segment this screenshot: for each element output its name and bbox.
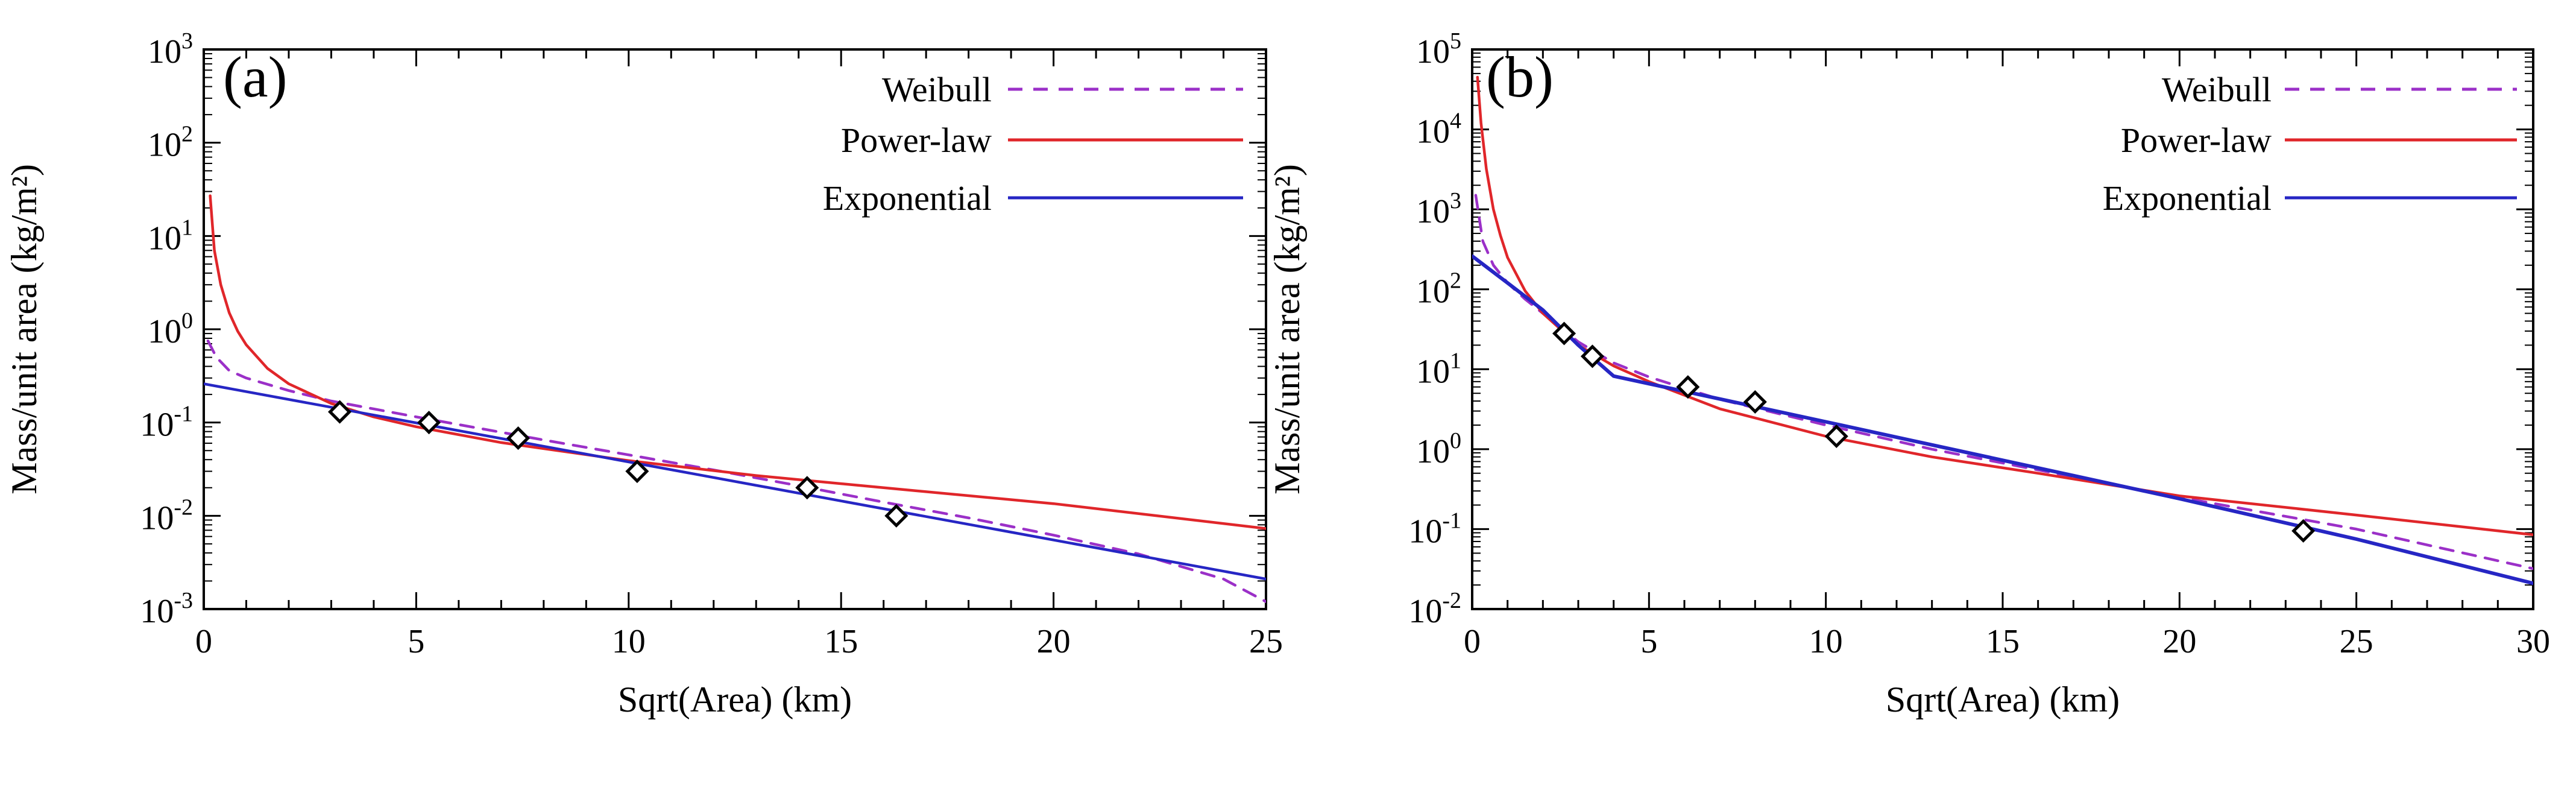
y-tick-exponent: 3 [181,28,193,54]
y-tick-base: 10 [140,593,174,630]
y-tick-label: 10-2 [140,494,193,537]
legend-label-powerlaw: Power-law [2121,121,2272,160]
y-tick-label: 105 [1416,28,1461,71]
y-tick-base: 10 [1416,433,1450,470]
y-tick-base: 10 [140,499,174,537]
y-tick-label: 10-1 [140,402,193,444]
legend-label-exponential: Exponential [2103,178,2272,218]
y-tick-exponent: 2 [1450,268,1461,294]
observation-point [417,411,441,435]
y-tick-label: 10-2 [1408,588,1461,630]
series-line-weibull [206,340,1266,604]
chart-panel-b: 0 5 10 15 20 25 3010-210-1100101102103104105Sq… [1267,28,2550,719]
x-tick-label: 10 [1809,623,1843,660]
y-tick-exponent: -2 [174,494,193,520]
y-tick-base: 10 [1416,113,1450,151]
y-tick-label: 103 [148,28,193,71]
y-tick-exponent: 5 [1450,28,1461,54]
legend-label-powerlaw: Power-law [841,121,992,160]
observation-point [2291,519,2316,543]
y-tick-base: 10 [148,220,181,257]
legend: Weibull Power-law Exponential [823,70,1243,218]
series-group [204,194,1266,604]
observation-point [625,460,649,484]
y-tick-exponent: 1 [181,215,193,240]
chart-panel-a: 0 5 10 15 20 2510-310-210-1100101102103Sqrt(A… [4,28,1283,719]
observation-point [1552,321,1576,346]
y-tick-exponent: -1 [174,402,193,427]
x-axis-label: Sqrt(Area) (km) [1886,680,2120,719]
y-tick-base: 10 [148,127,181,164]
y-tick-base: 10 [1408,593,1442,630]
x-tick-label: 20 [2162,623,2196,660]
y-tick-label: 100 [1416,428,1461,470]
y-tick-label: 101 [148,215,193,257]
panel-label: (b) [1486,45,1554,109]
plot-frame [1471,48,2534,610]
x-tick-label: 15 [824,623,858,660]
y-tick-base: 10 [1416,273,1450,311]
x-tick-label: 0 [195,623,212,660]
y-tick-base: 10 [1416,193,1450,230]
y-tick-exponent: -2 [1442,588,1461,613]
observation-point [506,426,531,450]
observation-point [795,476,819,500]
y-tick-label: 10-1 [1408,508,1461,550]
series-line-exponential [204,382,1266,581]
plot-frame [203,48,1267,610]
x-tick-label: 25 [1249,623,1283,660]
x-tick-label: 5 [408,623,424,660]
y-axis-label: Mass/unit area (kg/m²) [4,164,44,494]
y-tick-base: 10 [148,33,181,71]
y-tick-base: 10 [1416,33,1450,71]
y-tick-base: 10 [140,406,174,444]
y-axis-label: Mass/unit area (kg/m²) [1267,164,1307,494]
x-tick-label: 0 [1464,623,1481,660]
y-tick-label: 101 [1416,348,1461,390]
y-tick-exponent: 2 [181,122,193,147]
x-axis-label: Sqrt(Area) (km) [618,680,852,719]
y-tick-label: 102 [1416,268,1461,311]
panel-label: (a) [223,45,288,109]
y-tick-exponent: -3 [174,588,193,613]
y-tick-label: 102 [148,122,193,164]
legend-label-weibull: Weibull [882,70,992,109]
y-tick-base: 10 [1416,353,1450,390]
y-tick-exponent: 4 [1450,109,1461,134]
y-tick-exponent: 3 [1450,188,1461,213]
x-tick-label: 20 [1037,623,1071,660]
observation-point [1743,390,1767,414]
y-tick-exponent: 0 [181,308,193,333]
x-tick-label: 15 [1986,623,2020,660]
y-tick-exponent: -1 [1442,508,1461,533]
observation-point [328,400,352,424]
series-line-powerlaw [1476,75,2533,537]
x-tick-label: 5 [1640,623,1657,660]
observation-point [884,504,909,528]
legend: Weibull Power-law Exponential [2103,70,2517,218]
y-tick-base: 10 [1408,513,1442,550]
observation-point [1824,424,1848,448]
observation-point [1580,344,1605,368]
x-tick-label: 10 [612,623,646,660]
y-tick-label: 10-3 [140,588,193,630]
observation-point [1676,375,1700,399]
legend-label-exponential: Exponential [823,178,992,218]
y-tick-base: 10 [148,313,181,350]
y-tick-exponent: 1 [1450,348,1461,373]
x-tick-label: 30 [2516,623,2550,660]
legend-label-weibull: Weibull [2162,70,2272,109]
y-tick-label: 103 [1416,188,1461,230]
x-tick-label: 25 [2340,623,2373,660]
y-tick-exponent: 0 [1450,428,1461,453]
y-tick-label: 104 [1416,109,1461,151]
y-tick-label: 100 [148,308,193,350]
series-line-powerlaw [209,194,1266,530]
series-group [1472,75,2533,586]
